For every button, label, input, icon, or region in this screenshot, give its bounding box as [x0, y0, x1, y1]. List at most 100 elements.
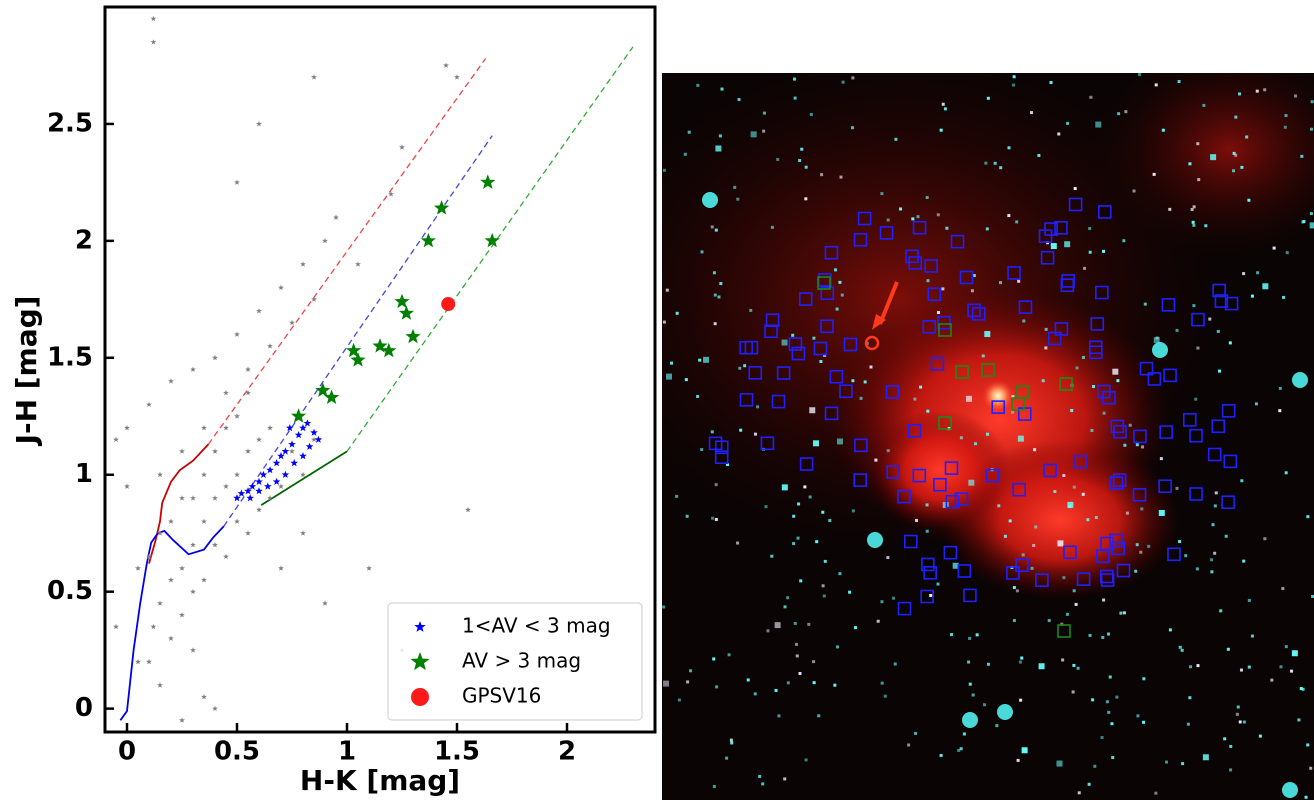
plot [105, 15, 634, 732]
star [853, 626, 857, 630]
star [1093, 764, 1097, 768]
star [812, 681, 816, 685]
star [1016, 758, 1020, 762]
yso-marker [1044, 222, 1058, 236]
star [793, 96, 797, 100]
star [1234, 115, 1238, 119]
y-tick-label: 0 [75, 693, 93, 723]
star [907, 743, 911, 747]
star [1194, 397, 1198, 401]
star [863, 380, 867, 384]
y-tick-label: 0.5 [47, 576, 93, 606]
star [962, 732, 966, 736]
yso-marker [1043, 463, 1057, 478]
point [311, 296, 317, 302]
star [851, 76, 855, 80]
star [1081, 355, 1085, 359]
star [823, 559, 827, 563]
star [1125, 511, 1129, 515]
star [712, 271, 716, 275]
star [838, 280, 842, 284]
legend-marker [410, 652, 430, 671]
star [1081, 492, 1085, 496]
yso-marker [820, 319, 834, 334]
yso-marker [788, 337, 803, 351]
series [441, 297, 456, 312]
star [1076, 666, 1080, 670]
yso-marker [1212, 283, 1226, 298]
star [758, 774, 762, 778]
star [670, 361, 674, 365]
series [113, 15, 471, 723]
point [322, 600, 328, 606]
point [168, 518, 174, 524]
point [405, 328, 421, 344]
point [245, 530, 251, 536]
yso-marker [1116, 563, 1131, 578]
point [394, 293, 410, 309]
point [201, 471, 207, 478]
yso-marker [1221, 404, 1236, 418]
point [256, 506, 262, 513]
star [1229, 768, 1233, 772]
star [1015, 589, 1019, 593]
yso-marker [930, 357, 945, 371]
point [289, 319, 295, 326]
point [179, 717, 185, 723]
point [277, 452, 285, 460]
star [1044, 327, 1048, 331]
yso-marker [1167, 547, 1181, 562]
star [970, 289, 974, 293]
point [305, 442, 314, 450]
star [1100, 736, 1104, 740]
star [1309, 222, 1314, 229]
star [698, 358, 702, 362]
point [311, 74, 317, 80]
yso-marker [1035, 573, 1049, 587]
star [1180, 648, 1184, 652]
star [1020, 656, 1024, 660]
star [822, 594, 826, 598]
star [1297, 718, 1301, 722]
star [683, 152, 687, 156]
star [703, 356, 710, 363]
yso-marker [776, 366, 791, 380]
star [712, 657, 716, 661]
point [322, 237, 328, 244]
star [1213, 551, 1217, 555]
nebula [870, 410, 1010, 530]
point [212, 448, 218, 454]
star [798, 159, 802, 163]
star [1210, 570, 1214, 574]
star [914, 518, 918, 522]
star [1154, 791, 1158, 795]
yso-marker [924, 259, 938, 273]
locus-line [148, 443, 210, 564]
star [1087, 782, 1091, 786]
star [1102, 249, 1106, 253]
star [1279, 665, 1283, 669]
target-marker [864, 335, 880, 351]
star [812, 336, 816, 340]
point [454, 74, 460, 80]
star [739, 428, 743, 432]
yso-marker [1063, 545, 1077, 560]
point [366, 565, 372, 571]
star [774, 688, 778, 692]
star [696, 394, 700, 398]
star [1135, 543, 1139, 547]
star [1304, 795, 1308, 799]
yso-marker [748, 365, 763, 380]
star [1030, 566, 1034, 570]
star [1219, 609, 1223, 613]
star [753, 432, 757, 436]
star [1270, 678, 1274, 682]
point [300, 530, 306, 536]
star [710, 225, 714, 229]
star [1192, 223, 1196, 227]
star [1294, 94, 1298, 98]
star [804, 165, 808, 169]
point [244, 487, 252, 495]
star [1232, 151, 1236, 155]
point [113, 436, 119, 443]
